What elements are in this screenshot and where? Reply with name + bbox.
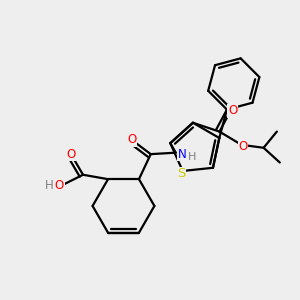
- Text: O: O: [228, 104, 237, 118]
- Text: O: O: [127, 133, 136, 146]
- Text: N: N: [178, 148, 187, 160]
- Text: S: S: [177, 167, 185, 180]
- Text: H: H: [45, 178, 53, 192]
- Text: H: H: [188, 152, 196, 162]
- Text: O: O: [55, 178, 64, 192]
- Text: O: O: [67, 148, 76, 160]
- Text: O: O: [238, 140, 247, 153]
